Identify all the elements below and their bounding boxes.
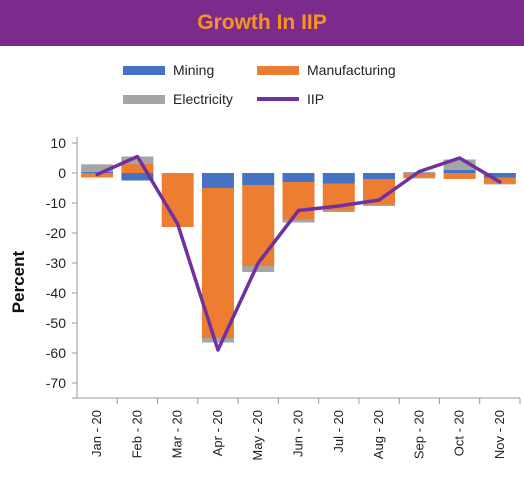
bar-mining	[282, 173, 315, 182]
bar-electricity	[161, 173, 194, 174]
bar-manufacturing	[161, 173, 194, 227]
legend-swatch-manufacturing	[257, 65, 299, 75]
legend-label-iip: IIP	[307, 91, 325, 107]
y-tick-label: -70	[46, 375, 66, 391]
bar-electricity	[81, 164, 114, 172]
iip-point	[337, 204, 341, 208]
x-tick-label: Apr - 20	[210, 410, 225, 456]
bar-electricity	[242, 266, 275, 272]
bar-manufacturing	[242, 185, 275, 266]
x-tick-label: Jan - 20	[89, 410, 104, 457]
iip-point	[95, 173, 99, 176]
bar-manufacturing	[282, 182, 315, 220]
bar-electricity	[443, 159, 476, 170]
x-tick-label: Feb - 20	[129, 410, 144, 458]
iip-point	[135, 155, 139, 158]
legend-label-mining: Mining	[173, 62, 215, 78]
iip-point	[498, 180, 502, 184]
bar-electricity	[363, 204, 396, 206]
x-tick-label: Aug - 20	[371, 410, 386, 459]
bar-mining	[242, 173, 275, 185]
iip-point	[417, 170, 421, 173]
iip-point	[216, 348, 220, 352]
chart-title: Growth In IIP	[197, 11, 327, 34]
x-tick-label: Jun - 20	[291, 410, 306, 457]
x-tick-label: May - 20	[250, 410, 265, 461]
legend: Mining Manufacturing Electricity IIP	[0, 56, 524, 116]
legend-label-electricity: Electricity	[173, 91, 233, 107]
y-axis-label: Percent	[9, 250, 28, 313]
iip-point	[297, 209, 300, 212]
bar-mining	[322, 173, 355, 184]
iip-point	[176, 222, 180, 226]
x-tick-label: Mar - 20	[170, 410, 185, 458]
x-tick-label: Nov - 20	[492, 410, 507, 459]
x-tick-label: Sep - 20	[411, 410, 426, 459]
bar-electricity	[483, 183, 516, 185]
y-tick-label: -20	[46, 225, 66, 241]
bar-electricity	[282, 219, 315, 223]
bar-mining	[81, 171, 114, 173]
legend-item-electricity: Electricity	[123, 91, 233, 107]
legend-swatch-mining	[123, 65, 165, 75]
bar-manufacturing	[121, 164, 154, 173]
y-tick-label: -40	[46, 285, 66, 301]
bar-mining	[363, 173, 396, 179]
legend-item-iip: IIP	[257, 91, 324, 107]
bar-manufacturing	[403, 173, 436, 178]
y-tick-label: 10	[50, 135, 66, 151]
x-tick-label: Oct - 20	[452, 410, 467, 456]
legend-item-mining: Mining	[123, 62, 214, 78]
bar-electricity	[201, 338, 234, 343]
bar-mining	[121, 173, 154, 181]
bar-manufacturing	[443, 173, 476, 179]
bar-electricity	[121, 156, 154, 164]
iip-point	[458, 156, 462, 160]
y-tick-label: -30	[46, 255, 66, 271]
bar-electricity	[403, 177, 436, 179]
legend-swatch-iip	[257, 97, 299, 101]
title-bar: Growth In IIP	[0, 0, 524, 46]
y-tick-label: 0	[58, 165, 66, 181]
bar-mining	[201, 173, 234, 188]
legend-label-manufacturing: Manufacturing	[307, 62, 396, 78]
x-tick-label: Jul - 20	[331, 410, 346, 453]
legend-item-manufacturing: Manufacturing	[257, 62, 396, 78]
bar-electricity	[322, 210, 355, 212]
iip-point	[256, 261, 260, 265]
y-tick-label: -60	[46, 345, 66, 361]
bar-mining	[483, 173, 516, 178]
y-tick-label: -10	[46, 195, 66, 211]
iip-point	[377, 198, 381, 202]
y-tick-label: -50	[46, 315, 66, 331]
bar-mining	[443, 170, 476, 173]
legend-swatch-electricity	[123, 94, 165, 104]
